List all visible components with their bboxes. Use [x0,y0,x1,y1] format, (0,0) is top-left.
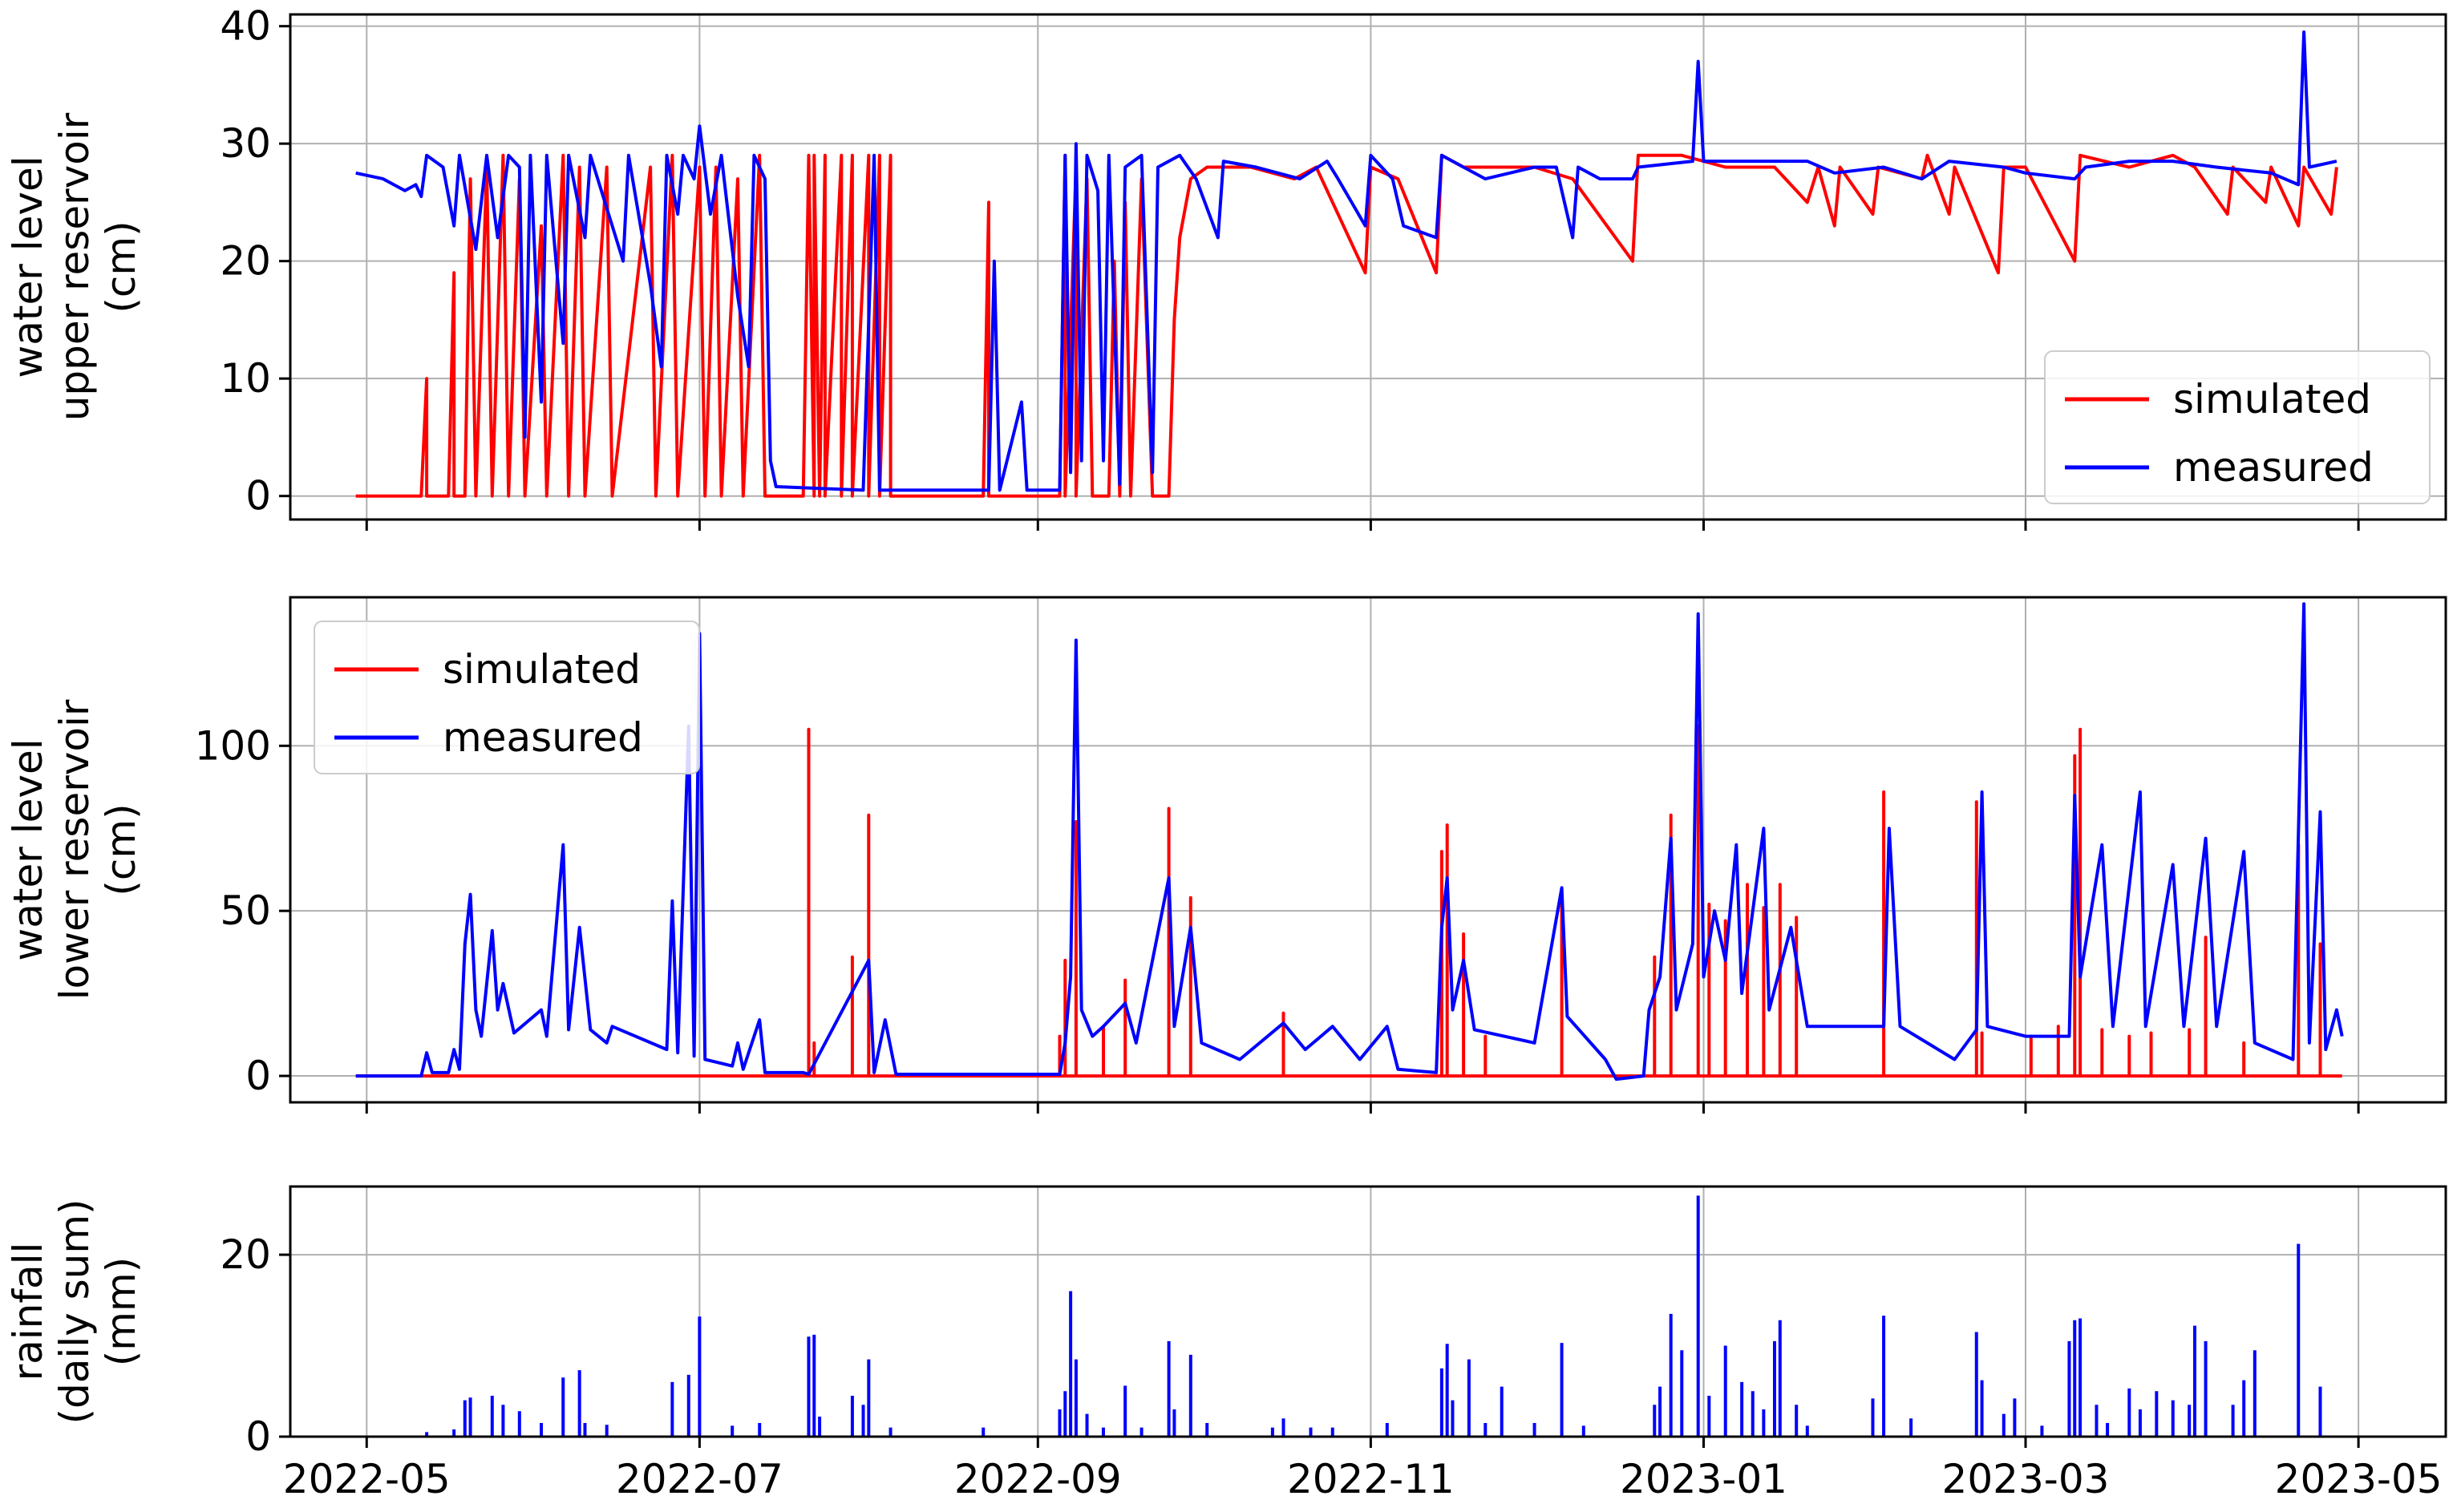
legend: simulated measured [314,621,700,774]
y-axis-label-line: (daily sum) [51,1199,98,1424]
y-tick-label: 100 [195,722,271,769]
plot-area [425,1195,2322,1437]
series-line-simulated [355,153,2338,498]
x-tick-label: 2023-05 [2275,1456,2443,1502]
series-line-measured [355,30,2338,492]
rainfall-panel: 0 20 2022-05 2022-07 2022-09 2022-11 2023-01 20… [5,1185,2447,1502]
x-tick-label: 2023-03 [1942,1456,2110,1502]
legend-label: simulated [443,646,641,693]
series-line-measured [355,602,2344,1081]
plot-area [355,30,2338,498]
y-axis-label-line: water level [5,156,51,378]
axes-frame [289,13,2447,521]
x-tick-label: 2022-05 [283,1456,451,1502]
y-axis-label-line: water level [5,738,51,960]
y-axis-label-line: upper reservoir [51,112,98,421]
y-tick-label: 30 [220,120,271,167]
y-axis-label-line: (cm) [98,220,144,313]
y-axis-label-line: rainfall [5,1243,51,1381]
legend-label: simulated [2173,376,2371,422]
y-axis-label-line: (mm) [98,1257,144,1366]
y-tick-label: 20 [220,1231,271,1278]
y-axis-label: water levelupper reservoir(cm) [5,112,144,421]
legend-label: measured [2173,444,2374,491]
axes-frame [289,596,2447,1104]
x-tick-label: 2022-11 [1287,1456,1455,1502]
y-axis-label: water levellower reservoir(cm) [5,699,144,1000]
lower-reservoir-panel: 0 50 100 water levellower reservoir(cm) simu… [5,596,2447,1114]
plot-area [355,602,2344,1081]
legend: simulated measured [2044,350,2431,504]
y-tick-label: 20 [220,238,271,285]
y-tick-label: 0 [245,1413,271,1460]
y-tick-label: 50 [220,887,271,934]
y-axis-label-line: lower reservoir [51,699,98,1000]
x-tick-label: 2022-07 [616,1456,783,1502]
y-axis-label: rainfall(daily sum)(mm) [5,1199,144,1424]
y-tick-label: 0 [245,473,271,519]
axes-frame [289,1185,2447,1438]
x-tick-label: 2022-09 [954,1456,1122,1502]
series-line-simulated [355,724,2342,1078]
x-tick-label: 2023-01 [1620,1456,1787,1502]
y-tick-label: 40 [220,3,271,50]
upper-reservoir-panel: 0 10 20 30 40 water levelupper reservoir(cm) s… [5,3,2447,531]
y-axis-label-line: (cm) [98,803,144,895]
y-tick-label: 0 [245,1053,271,1099]
legend-label: measured [443,714,643,761]
y-tick-label: 10 [220,355,271,402]
